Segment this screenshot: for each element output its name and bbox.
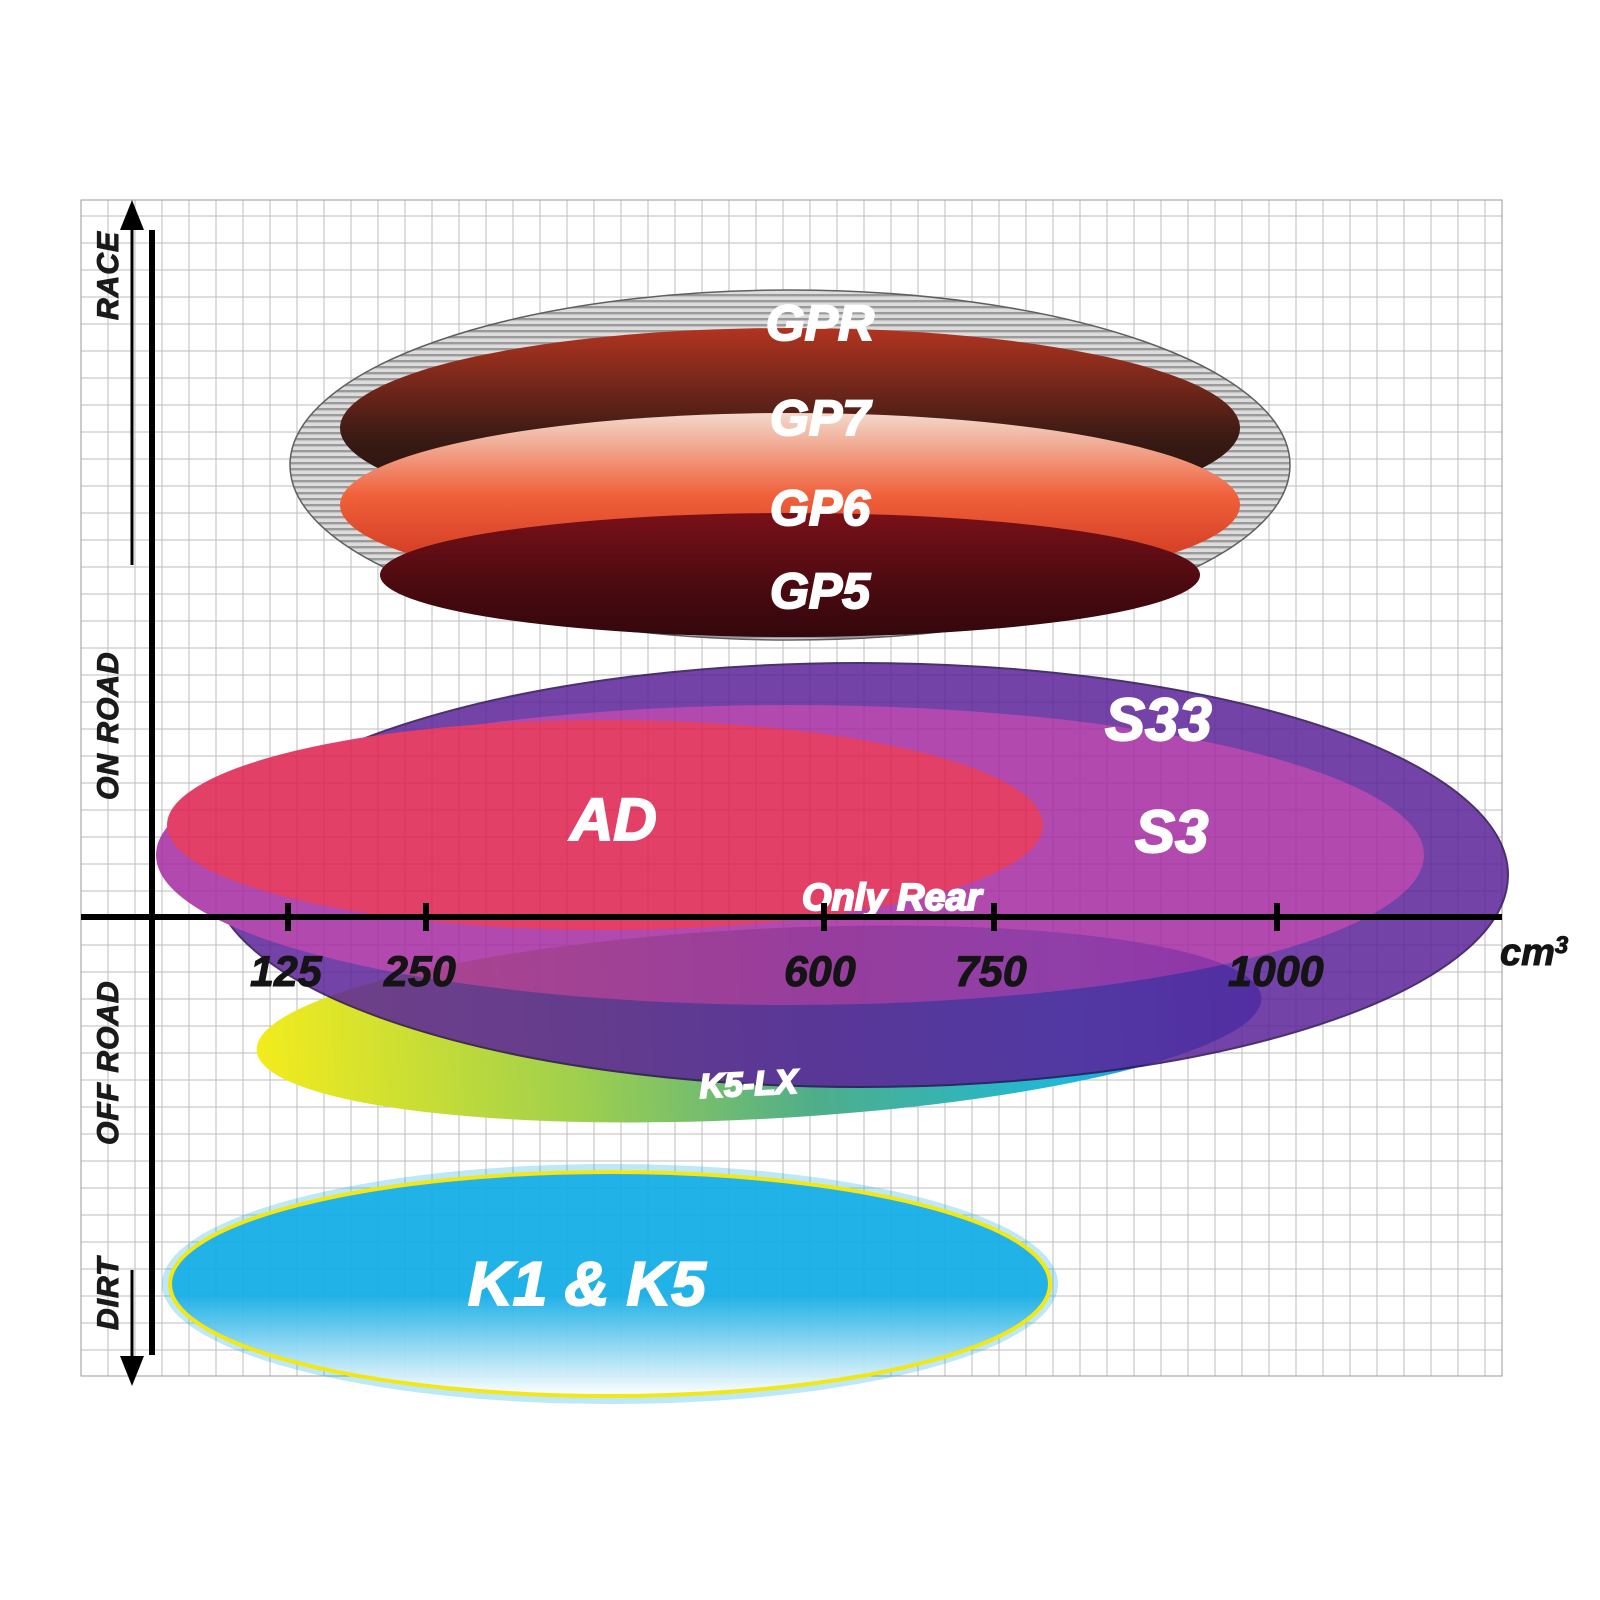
svg-text:GP7: GP7 [770, 390, 872, 446]
svg-text:GP6: GP6 [770, 480, 871, 536]
svg-text:750: 750 [955, 948, 1027, 996]
svg-text:GP5: GP5 [770, 563, 871, 619]
svg-text:AD: AD [568, 786, 657, 853]
svg-text:DIRT: DIRT [92, 1255, 125, 1330]
svg-text:ON ROAD: ON ROAD [92, 651, 125, 800]
svg-text:RACE: RACE [92, 231, 125, 320]
svg-text:250: 250 [383, 948, 456, 996]
svg-text:S33: S33 [1105, 686, 1212, 753]
svg-text:OFF ROAD: OFF ROAD [92, 980, 125, 1145]
svg-text:K5-LX: K5-LX [698, 1063, 800, 1106]
svg-text:Only Rear: Only Rear [802, 877, 984, 919]
svg-text:600: 600 [784, 948, 856, 996]
svg-text:1000: 1000 [1228, 948, 1324, 996]
svg-text:S3: S3 [1135, 798, 1208, 865]
svg-text:GPR: GPR [766, 295, 874, 351]
svg-text:125: 125 [250, 948, 323, 996]
svg-text:K1 & K5: K1 & K5 [468, 1250, 707, 1319]
